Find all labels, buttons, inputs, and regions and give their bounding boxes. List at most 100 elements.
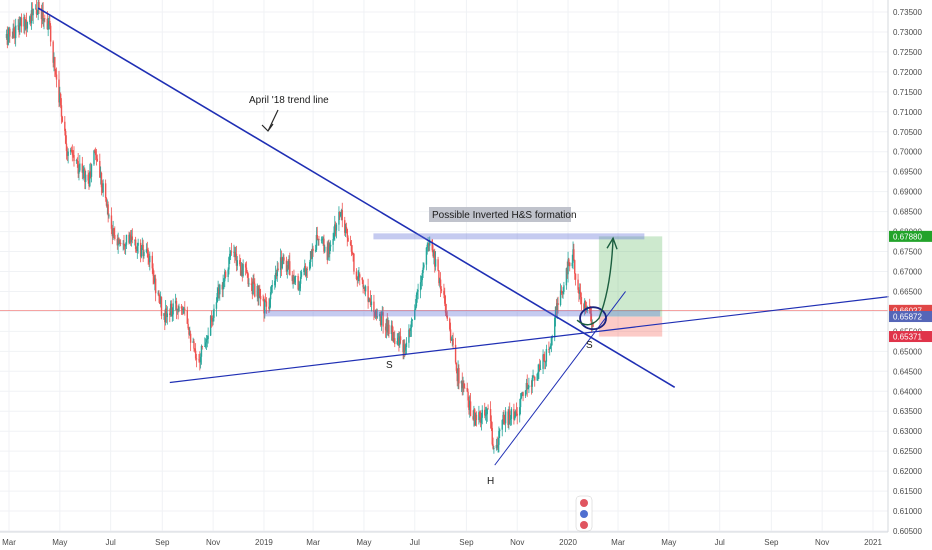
candle: [19, 16, 21, 35]
candle-body: [340, 210, 343, 214]
candle-body: [222, 282, 224, 290]
candle: [64, 128, 67, 145]
candle-body: [218, 288, 220, 295]
candle: [99, 153, 101, 178]
candle: [486, 408, 488, 422]
candle-body: [543, 354, 545, 361]
candle-body: [70, 149, 73, 151]
candle: [70, 146, 73, 153]
candle: [170, 300, 173, 317]
candle-body: [229, 253, 231, 258]
candle-body: [484, 415, 487, 417]
candle: [89, 163, 91, 188]
candle-body: [54, 57, 56, 70]
candle-body: [456, 370, 458, 382]
y-tick-label: 0.73000: [893, 28, 922, 37]
candle: [416, 288, 418, 303]
y-tick-label: 0.67500: [893, 248, 922, 257]
candle: [14, 26, 16, 45]
candle-body: [154, 278, 156, 283]
candle-body: [101, 187, 104, 193]
candle: [399, 328, 402, 344]
candle: [89, 162, 92, 179]
candle: [294, 275, 296, 285]
candle-body: [147, 249, 149, 258]
candle-body: [460, 380, 463, 384]
candle-body: [192, 341, 194, 343]
candle-body: [539, 364, 541, 370]
candle: [527, 384, 529, 390]
candle-body: [181, 308, 183, 311]
candle: [480, 412, 483, 431]
candle-body: [394, 338, 396, 345]
candle-body: [578, 289, 580, 294]
candle-body: [549, 347, 551, 350]
candle: [201, 345, 203, 350]
candle: [380, 311, 383, 331]
candle-body: [229, 251, 232, 254]
candle-body: [464, 387, 466, 389]
candle-body: [410, 320, 413, 329]
candle: [408, 324, 410, 348]
candle: [282, 253, 284, 265]
candle-body: [508, 410, 510, 425]
candle-body: [31, 10, 34, 16]
candle: [198, 353, 200, 363]
candle: [165, 304, 168, 323]
candle: [467, 388, 469, 408]
candle: [304, 263, 307, 278]
candle: [222, 274, 224, 298]
candle-body: [519, 398, 522, 408]
candle-body: [259, 296, 262, 300]
candle-body: [228, 257, 230, 270]
y-tick-label: 0.64000: [893, 387, 922, 396]
candle-body: [289, 261, 291, 276]
candle: [286, 261, 288, 279]
candle: [317, 238, 319, 246]
candle-body: [206, 339, 208, 340]
candle-body: [561, 291, 563, 294]
candle: [528, 377, 530, 394]
candle: [244, 262, 247, 276]
candle: [110, 207, 113, 235]
candle-body: [94, 151, 97, 156]
candle-body: [522, 392, 524, 396]
candle-body: [574, 273, 577, 280]
candle-body: [432, 250, 434, 257]
candle-body: [381, 312, 383, 315]
candle-body: [300, 272, 303, 277]
candle: [163, 313, 165, 320]
candle: [563, 281, 565, 295]
candle: [262, 294, 264, 302]
candle: [5, 29, 8, 40]
candle-body: [427, 243, 429, 245]
candle-body: [189, 333, 191, 335]
candle-body: [409, 328, 412, 331]
candle: [35, 0, 38, 18]
candle: [122, 240, 124, 251]
candle-body: [495, 444, 498, 449]
candle: [105, 197, 108, 208]
candle-body: [43, 18, 45, 22]
candle-body: [219, 284, 221, 295]
candle: [25, 12, 28, 37]
candle: [17, 19, 19, 31]
candle: [322, 236, 324, 246]
candle-body: [463, 382, 465, 388]
candle-body: [113, 228, 115, 235]
candle: [65, 135, 68, 160]
candle-body: [491, 427, 493, 445]
candle: [59, 92, 62, 109]
candle: [240, 262, 243, 277]
candle-body: [20, 17, 23, 27]
candle-body: [524, 390, 527, 396]
candle: [159, 291, 162, 308]
y-tick-label: 0.69500: [893, 168, 922, 177]
candle: [285, 256, 288, 276]
candle-body: [339, 213, 342, 216]
candle: [379, 311, 381, 322]
candle-body: [178, 306, 180, 311]
candle-body: [382, 312, 384, 327]
price-tag-label: 0.66027: [893, 306, 922, 315]
